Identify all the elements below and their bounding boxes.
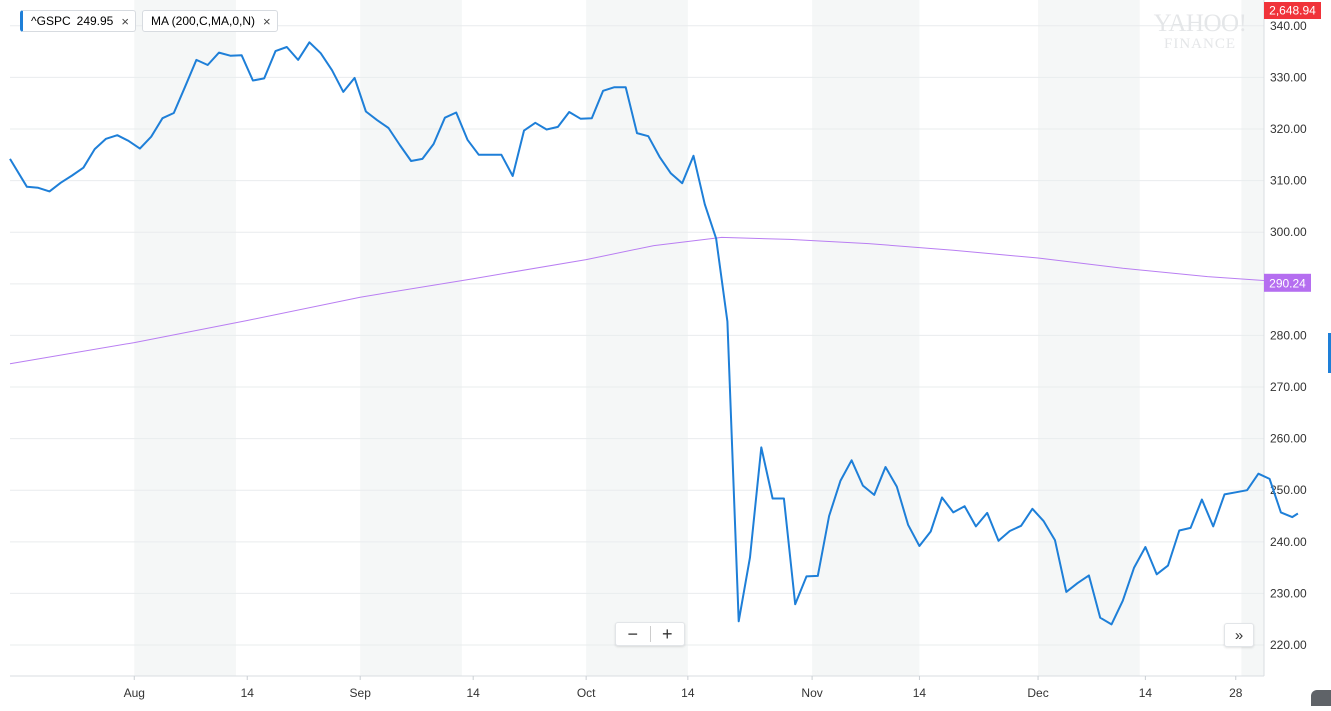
moving-average-line: [9, 236, 1298, 365]
close-icon[interactable]: ×: [263, 13, 271, 29]
y-axis-tick-labels: 340.00330.00320.00310.00300.00290.00280.…: [1270, 19, 1307, 652]
value-badges: 2,648.94 290.24: [1264, 2, 1321, 292]
y-tick-label: 330.00: [1270, 70, 1307, 84]
x-tick-label: 14: [241, 686, 255, 700]
period-band: [134, 0, 236, 676]
x-tick-label: 28: [1229, 686, 1243, 700]
period-band: [1241, 0, 1264, 676]
period-shading: [134, 0, 1264, 676]
double-chevron-right-icon[interactable]: »: [1224, 623, 1254, 647]
zoom-controls: − +: [615, 622, 685, 646]
price-line: [9, 41, 1299, 626]
y-tick-label: 250.00: [1270, 483, 1307, 497]
period-band: [812, 0, 920, 676]
logo-line-1: YAHOO!: [1153, 10, 1247, 37]
x-tick-label: 14: [467, 686, 481, 700]
period-band: [360, 0, 462, 676]
ticker-legend-pill[interactable]: ^GSPC 249.95 ×: [20, 10, 136, 32]
indicator-legend-pill[interactable]: MA (200,C,MA,0,N) ×: [142, 10, 278, 32]
y-tick-label: 300.00: [1270, 225, 1307, 239]
close-icon[interactable]: ×: [121, 13, 129, 29]
y-tick-label: 310.00: [1270, 174, 1307, 188]
ma-value-label: 290.24: [1269, 276, 1306, 290]
y-tick-label: 220.00: [1270, 638, 1307, 652]
y-tick-label: 240.00: [1270, 535, 1307, 549]
x-tick-label: Oct: [577, 686, 596, 700]
scroll-handle[interactable]: [1328, 333, 1331, 373]
ma-value-badge: [1264, 273, 1311, 292]
x-tick-label: Sep: [350, 686, 372, 700]
x-tick-label: Aug: [124, 686, 145, 700]
indicator-label: MA (200,C,MA,0,N): [151, 14, 256, 28]
y-tick-label: 260.00: [1270, 432, 1307, 446]
y-tick-label: 340.00: [1270, 19, 1307, 33]
zoom-divider: [649, 626, 651, 642]
ticker-value: 249.95: [76, 14, 114, 28]
yahoo-finance-logo: YAHOO! FINANCE: [1152, 11, 1248, 52]
last-price-badge: [1264, 2, 1321, 19]
corner-widget[interactable]: [1311, 690, 1331, 706]
y-tick-label: 280.00: [1270, 328, 1307, 342]
ticker-symbol: ^GSPC: [31, 14, 71, 28]
period-band: [586, 0, 688, 676]
x-tick-label: 14: [1139, 686, 1153, 700]
x-tick-label: 14: [681, 686, 695, 700]
y-tick-label: 270.00: [1270, 380, 1307, 394]
x-tick-label: 14: [913, 686, 927, 700]
y-tick-label: 230.00: [1270, 586, 1307, 600]
minus-icon[interactable]: −: [627, 624, 638, 644]
plus-icon[interactable]: +: [661, 624, 673, 644]
last-price-label: 2,648.94: [1269, 4, 1316, 18]
period-band: [1038, 0, 1140, 676]
y-tick-label: 320.00: [1270, 122, 1307, 136]
x-axis-tick-labels: Aug 14 Sep 14 Oct 14 Nov 14 Dec 14 28: [124, 676, 1243, 700]
x-tick-label: Dec: [1027, 686, 1048, 700]
series-lines: [9, 41, 1299, 626]
logo-line-2: FINANCE: [1163, 36, 1236, 52]
x-tick-label: Nov: [801, 686, 822, 700]
